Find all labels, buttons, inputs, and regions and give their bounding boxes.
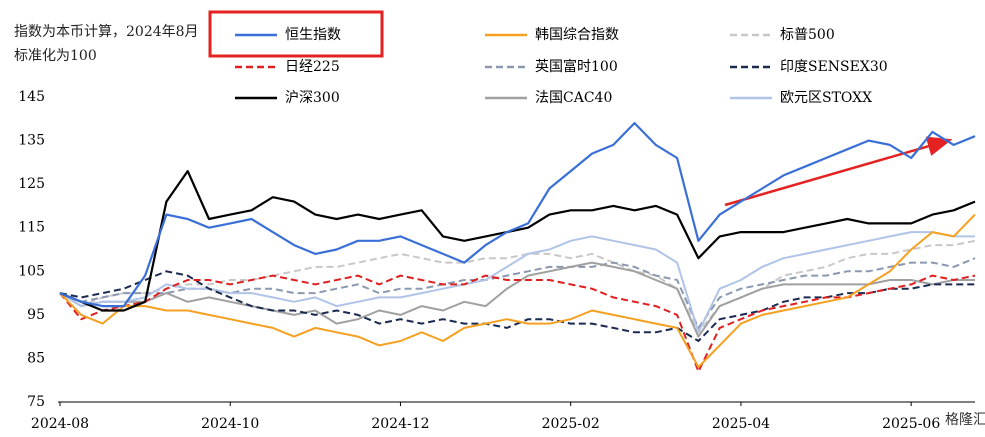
chart-title: 指数为本币计算，2024年8月标准化为100 [14, 24, 199, 64]
legend-label: 印度SENSEX30 [780, 59, 888, 75]
y-tick-label: 105 [18, 263, 45, 279]
y-tick-label: 95 [27, 307, 45, 323]
series-line [59, 274, 976, 373]
legend-label: 日经225 [285, 59, 340, 75]
watermark: 格隆汇 [945, 412, 985, 428]
legend-label: 沪深300 [285, 90, 340, 106]
series-line [59, 270, 975, 342]
x-tick-label: 2024-08 [31, 416, 89, 432]
y-tick-label: 145 [18, 89, 45, 105]
y-tick-label: 115 [18, 220, 45, 236]
x-tick-label: 2025-04 [712, 416, 770, 432]
y-tick-label: 75 [27, 394, 45, 410]
legend-label: 英国富时100 [535, 58, 618, 75]
y-tick-label: 85 [27, 350, 45, 366]
legend-label: 欧元区STOXX [780, 90, 872, 106]
x-tick-label: 2024-10 [201, 416, 259, 432]
legend-label: 恒生指数 [285, 27, 341, 43]
x-tick-label: 2024-12 [371, 416, 429, 432]
y-tick-label: 135 [18, 133, 45, 149]
legend-label: 韩国综合指数 [535, 27, 619, 43]
y-tick-label: 125 [18, 176, 45, 192]
series-line [59, 213, 976, 369]
x-tick-label: 2025-02 [542, 416, 600, 432]
legend-label: 标普500 [780, 27, 835, 43]
series-line [59, 239, 976, 334]
series-line [59, 170, 976, 312]
series-line [59, 257, 976, 329]
series-line [59, 261, 975, 338]
legend-label: 法国CAC40 [535, 90, 612, 106]
trend-arrow [724, 136, 953, 207]
series-line [59, 231, 975, 334]
x-tick-label: 2025-06 [882, 416, 940, 432]
series-line [59, 122, 976, 308]
highlight-box [208, 10, 384, 58]
